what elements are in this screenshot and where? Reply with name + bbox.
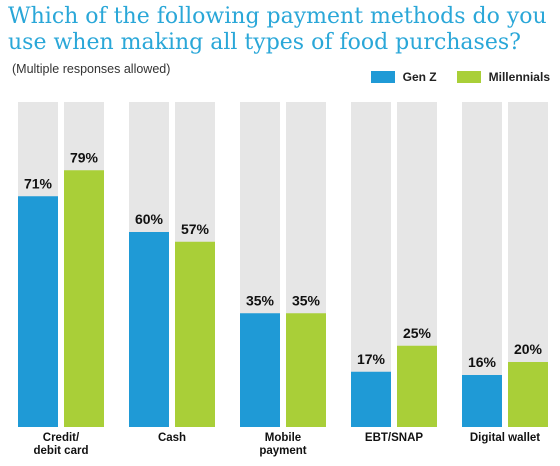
category-label-mobile-payment-line-2: payment — [259, 445, 306, 457]
data-label-ebt-snap-gen-z: 17% — [357, 351, 386, 367]
chart-legend: Gen Z Millennials — [357, 70, 550, 84]
legend-label-millennials: Millennials — [488, 70, 550, 84]
data-label-credit-debit-card-millennials: 79% — [70, 149, 99, 165]
chart-subtitle: (Multiple responses allowed) — [12, 62, 171, 76]
bar-cash-millennials — [175, 241, 215, 427]
bar-ebt-snap-millennials — [397, 345, 437, 427]
bar-mobile-payment-gen-z — [240, 313, 280, 427]
legend-item-gen-z: Gen Z — [370, 70, 437, 84]
bar-credit-debit-card-millennials — [64, 170, 104, 427]
data-label-digital-wallet-millennials: 20% — [514, 341, 543, 357]
category-label-mobile-payment-line-1: Mobile — [265, 432, 301, 444]
category-label-credit-debit-card-line-2: debit card — [34, 445, 89, 457]
category-label-digital-wallet: Digital wallet — [470, 432, 540, 444]
bar-mobile-payment-millennials — [286, 313, 326, 427]
category-label-credit-debit-card-line-1: Credit/ — [43, 432, 80, 444]
category-label-ebt-snap: EBT/SNAP — [365, 432, 423, 444]
bar-digital-wallet-millennials — [508, 362, 548, 427]
data-label-digital-wallet-gen-z: 16% — [468, 354, 497, 370]
bar-background-digital-wallet-gen-z — [462, 102, 502, 427]
bar-credit-debit-card-gen-z — [18, 196, 58, 427]
category-label-cash: Cash — [158, 432, 186, 444]
legend-item-millennials: Millennials — [456, 70, 550, 84]
data-label-credit-debit-card-gen-z: 71% — [24, 175, 53, 191]
data-label-ebt-snap-millennials: 25% — [403, 325, 432, 341]
data-label-cash-gen-z: 60% — [135, 211, 164, 227]
chart-title: Which of the following payment methods d… — [8, 4, 547, 55]
legend-label-gen-z: Gen Z — [402, 70, 437, 84]
data-label-cash-millennials: 57% — [181, 221, 210, 237]
bar-ebt-snap-gen-z — [351, 371, 391, 427]
data-label-mobile-payment-millennials: 35% — [292, 292, 321, 308]
legend-swatch-millennials — [456, 71, 481, 83]
bar-digital-wallet-gen-z — [462, 375, 502, 427]
data-label-mobile-payment-gen-z: 35% — [246, 292, 275, 308]
bar-cash-gen-z — [129, 232, 169, 427]
legend-swatch-gen-z — [370, 71, 395, 83]
